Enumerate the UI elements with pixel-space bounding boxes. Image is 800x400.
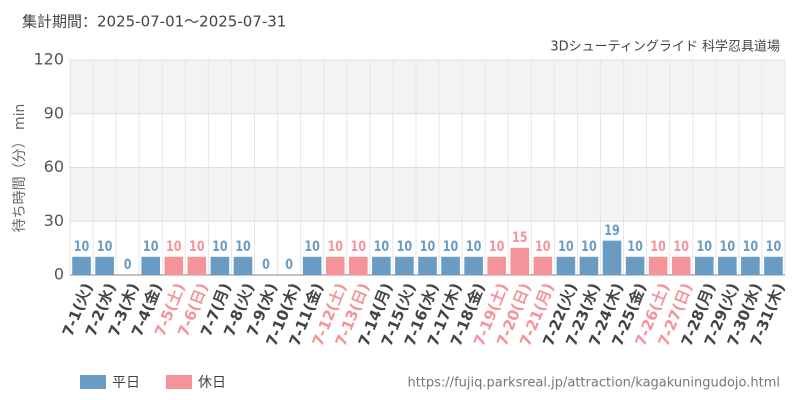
data-label: 10 [466, 238, 482, 255]
bar [694, 256, 714, 276]
bar [533, 256, 553, 276]
data-label: 10 [489, 238, 505, 255]
data-label: 10 [696, 238, 712, 255]
data-label: 10 [143, 238, 159, 255]
data-label: 10 [397, 238, 413, 255]
y-tick-label: 90 [44, 103, 64, 122]
bar [464, 256, 483, 276]
data-label: 10 [189, 238, 205, 255]
bar [325, 256, 345, 276]
data-label: 10 [627, 238, 643, 255]
bar [349, 256, 368, 276]
plot-band [70, 167, 785, 222]
data-label: 10 [235, 238, 251, 255]
data-label: 10 [558, 238, 574, 255]
data-label: 10 [420, 238, 436, 255]
data-label: 10 [166, 238, 182, 255]
data-label: 10 [212, 238, 228, 255]
data-label: 0 [262, 256, 270, 273]
bar [671, 256, 691, 276]
bar [579, 256, 599, 276]
data-label: 15 [512, 229, 528, 246]
bar [187, 256, 207, 276]
bar [556, 256, 576, 276]
data-label: 10 [581, 238, 597, 255]
data-label: 10 [673, 238, 689, 255]
bar [741, 256, 760, 276]
bar [72, 256, 91, 276]
data-label: 0 [285, 256, 293, 273]
bar [395, 256, 414, 276]
source-url: https://fujiq.parksreal.jp/attraction/ka… [407, 376, 780, 391]
y-tick-label: 30 [44, 211, 64, 230]
bar [648, 256, 668, 276]
y-tick-label: 120 [33, 50, 64, 69]
data-label: 10 [443, 238, 459, 255]
bar [302, 256, 322, 276]
bar [164, 256, 184, 276]
y-tick-label: 0 [54, 265, 64, 284]
bar [418, 256, 437, 276]
data-label: 10 [304, 238, 320, 255]
data-label: 10 [351, 238, 367, 255]
bar [95, 256, 114, 276]
legend-swatch [166, 375, 192, 389]
y-axis-label: 待ち時間（分） min [12, 104, 28, 233]
data-label: 10 [97, 238, 113, 255]
data-label: 10 [743, 238, 759, 255]
legend-swatch [80, 375, 106, 389]
data-label: 10 [535, 238, 551, 255]
plot-band [70, 60, 785, 114]
data-label: 0 [124, 256, 132, 273]
data-label: 19 [604, 222, 620, 239]
chart-title: 集計期間：2025-07-01～2025-07-31 [22, 13, 286, 31]
bar [764, 256, 783, 276]
data-label: 10 [74, 238, 90, 255]
bar [372, 256, 391, 276]
y-tick-label: 60 [44, 157, 64, 176]
bar [210, 256, 230, 276]
data-label: 10 [720, 238, 736, 255]
bar [233, 256, 253, 276]
bar [141, 256, 161, 276]
legend-label: 平日 [112, 375, 140, 391]
data-label: 10 [327, 238, 343, 255]
data-label: 10 [766, 238, 782, 255]
bar [602, 240, 622, 276]
bar [441, 256, 460, 276]
bar [510, 247, 530, 276]
bar [625, 256, 645, 276]
bar [487, 256, 506, 276]
chart-subtitle: 3Dシューティングライド 科学忍具道場 [550, 39, 780, 55]
legend-label: 休日 [198, 375, 226, 391]
data-label: 10 [650, 238, 666, 255]
data-label: 10 [374, 238, 390, 255]
bar [718, 256, 737, 276]
